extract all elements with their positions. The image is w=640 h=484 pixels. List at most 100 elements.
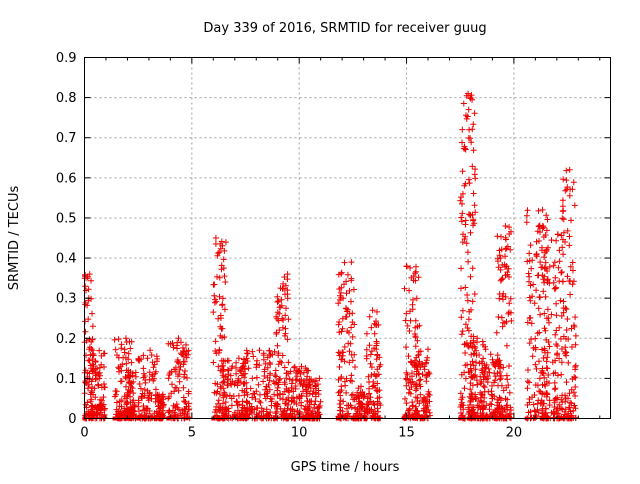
data-point [249,410,255,416]
data-point [479,366,486,372]
data-point [373,387,380,394]
data-point [506,300,513,307]
data-point [459,190,466,197]
data-point [532,335,539,342]
data-point [290,388,297,395]
data-point [229,378,236,385]
data-point [279,285,286,292]
data-point [367,360,374,367]
data-point [543,212,550,219]
data-point [463,112,469,119]
data-point [540,288,547,295]
data-point [212,235,219,241]
data-point [567,186,574,193]
data-point [462,375,469,382]
data-point [357,400,364,407]
data-point [468,139,475,146]
data-point [116,368,122,375]
data-point [125,350,132,357]
data-point [150,364,157,371]
data-point [370,378,377,385]
data-point [541,273,548,280]
data-point [215,315,222,322]
data-point [541,381,548,388]
data-point [263,412,270,419]
data-point [555,264,562,271]
data-point [569,376,576,383]
data-point [545,315,552,322]
data-point [572,332,579,339]
data-point [503,414,509,421]
data-point [349,391,356,398]
data-point [459,200,465,207]
data-point [265,381,272,388]
data-point [551,379,558,386]
data-point [225,376,232,383]
data-point [377,361,384,368]
data-point [251,391,258,397]
data-point [425,388,432,395]
data-point [563,352,570,359]
data-point [182,351,189,358]
data-point [562,406,569,413]
data-point [281,407,288,414]
data-point [402,395,408,402]
data-point [565,359,572,366]
data-point [404,371,411,378]
data-point [221,306,228,313]
data-point [183,348,190,355]
data-point [363,346,370,353]
data-point [341,344,348,350]
data-point [533,238,540,245]
data-point [337,404,344,411]
data-point [212,338,219,345]
data-point [536,329,543,336]
data-point [165,340,172,347]
data-point [542,382,549,389]
data-point [141,392,148,399]
data-point [560,216,567,223]
data-point [214,273,220,280]
data-point [546,343,553,350]
data-point [172,404,179,411]
data-point [481,398,487,405]
data-point [96,364,103,371]
data-point [474,402,481,409]
data-point [461,341,468,348]
data-point [571,202,578,209]
data-point [90,412,97,419]
data-point [136,408,142,415]
data-point [338,374,345,380]
data-point [542,259,549,266]
data-point [140,365,147,372]
data-point [503,402,510,409]
data-point [477,389,484,396]
data-point [371,330,378,337]
data-point [404,322,411,329]
data-point [423,357,430,364]
data-point [426,398,433,405]
data-point [155,409,162,416]
data-point [217,367,224,374]
data-point [266,377,273,384]
data-point [255,381,262,388]
data-point [244,391,251,398]
data-point [141,386,148,393]
data-point [497,277,504,284]
data-point [358,383,364,390]
data-point [271,348,278,355]
data-point [181,374,187,380]
data-point [566,192,573,199]
tick-labels-layer: 0 0.1 0.2 0.3 0.4 0.5 0.6 0.7 0.8 0.9 0 5 10 15 20 [56,51,522,441]
data-point [98,397,105,404]
data-point [467,273,474,280]
data-point [426,392,433,398]
data-point [507,295,514,302]
data-point [558,269,565,276]
data-point [85,316,92,323]
data-point [249,348,256,355]
y-tick-label: 0.7 [56,131,77,146]
data-point [533,365,540,372]
data-point [469,265,476,272]
